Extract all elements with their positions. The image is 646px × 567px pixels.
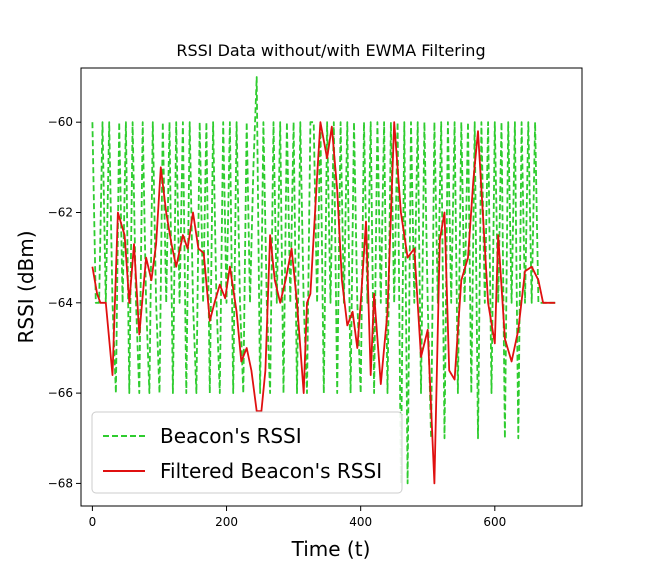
x-tick-label: 600 — [483, 515, 506, 529]
x-tick-label: 0 — [89, 515, 97, 529]
y-tick-label: −64 — [48, 296, 73, 310]
x-axis-label: Time (t) — [291, 537, 371, 561]
series-line-filtered-beacon-s-rssi — [91, 121, 556, 485]
y-tick-label: −68 — [48, 476, 73, 490]
y-axis-label: RSSI (dBm) — [14, 230, 38, 343]
series-line-beacon-s-rssi — [91, 76, 556, 485]
y-tick-label: −60 — [48, 115, 73, 129]
y-tick-label: −66 — [48, 386, 73, 400]
series-layer — [91, 76, 556, 485]
legend-box — [91, 411, 403, 494]
x-axis: 0 200 400 600 — [89, 506, 506, 529]
chart-title: RSSI Data without/with EWMA Filtering — [176, 41, 485, 60]
legend-label-beacon-rssi: Beacon's RSSI — [160, 424, 302, 448]
legend: Beacon's RSSI Filtered Beacon's RSSI — [91, 411, 403, 494]
y-tick-label: −62 — [48, 205, 73, 219]
x-tick-label: 400 — [349, 515, 372, 529]
plot-frame — [80, 67, 583, 507]
y-axis: −60 −62 −64 −66 −68 — [48, 115, 81, 490]
legend-label-filtered-rssi: Filtered Beacon's RSSI — [160, 459, 382, 483]
x-tick-label: 200 — [215, 515, 238, 529]
